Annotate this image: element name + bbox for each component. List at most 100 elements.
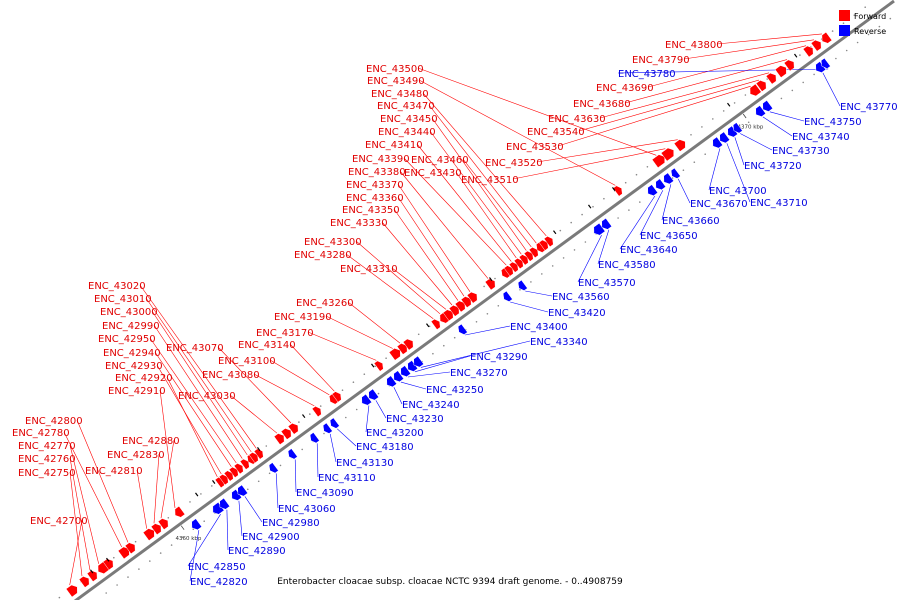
- forward-gene-label: ENC_42940: [103, 348, 161, 359]
- scale-dot: [581, 213, 583, 216]
- small-feature: [371, 363, 375, 368]
- scale-dot: [712, 118, 714, 120]
- forward-leader-line: [154, 351, 232, 467]
- forward-gene: [660, 147, 675, 162]
- forward-gene-label: ENC_42810: [85, 466, 143, 477]
- forward-gene-label: ENC_43140: [238, 340, 296, 351]
- forward-gene-label: ENC_43370: [346, 180, 404, 191]
- reverse-gene: [727, 125, 739, 138]
- forward-gene-label: ENC_43380: [348, 167, 406, 178]
- forward-gene-label: ENC_43460: [411, 155, 469, 166]
- reverse-gene-label: ENC_43400: [510, 322, 568, 333]
- scale-dot: [878, 25, 881, 28]
- reverse-leader-line: [525, 290, 553, 297]
- reverse-gene-label: ENC_43110: [318, 473, 376, 484]
- forward-gene-label: ENC_43260: [296, 298, 354, 309]
- scale-dot: [265, 445, 268, 447]
- forward-gene-label: ENC_43280: [294, 250, 352, 261]
- small-feature: [794, 53, 798, 58]
- reverse-leader-line: [400, 381, 427, 390]
- forward-gene-label: ENC_43360: [346, 193, 404, 204]
- reverse-gene-label: ENC_43670: [690, 199, 748, 210]
- forward-gene: [454, 300, 466, 313]
- reverse-gene: [719, 131, 731, 144]
- reverse-leader-line: [661, 184, 672, 221]
- reverse-leader-line: [393, 387, 403, 405]
- forward-leader-line: [136, 469, 147, 529]
- forward-gene-label: ENC_43800: [665, 40, 723, 51]
- scale-dot: [377, 392, 380, 395]
- forward-gene-label: ENC_43630: [548, 114, 606, 125]
- forward-gene: [442, 309, 454, 322]
- forward-leader-line: [229, 394, 278, 434]
- reverse-gene: [361, 393, 373, 406]
- reverse-leader-line: [187, 514, 221, 567]
- forward-gene-label: ENC_43510: [461, 175, 519, 186]
- reverse-gene: [593, 222, 606, 236]
- scale-dot: [181, 536, 184, 538]
- forward-leader-line: [76, 419, 129, 543]
- reverse-gene: [268, 462, 279, 474]
- scale-dot: [592, 205, 594, 208]
- forward-leader-line: [393, 208, 459, 301]
- reverse-leader-line: [762, 116, 793, 137]
- scale-dot: [483, 285, 485, 288]
- scale-dot: [867, 33, 870, 36]
- reverse-gene: [329, 417, 340, 429]
- forward-gene: [239, 458, 250, 470]
- scale-dot: [624, 181, 627, 184]
- reverse-gene: [457, 323, 468, 335]
- forward-leader-line: [325, 315, 393, 349]
- scale-dot: [374, 365, 377, 368]
- small-feature: [195, 492, 199, 497]
- forward-gene: [651, 154, 666, 169]
- forward-gene: [774, 65, 787, 78]
- reverse-leader-line: [275, 473, 279, 509]
- forward-gene-label: ENC_43100: [218, 356, 276, 367]
- scale-dot: [584, 241, 587, 243]
- reverse-gene-label: ENC_43570: [578, 278, 636, 289]
- reverse-leader-line: [639, 190, 664, 236]
- forward-gene: [311, 406, 322, 418]
- forward-leader-line: [417, 67, 657, 156]
- forward-gene-label: ENC_43440: [378, 127, 436, 138]
- reverse-gene-label: ENC_42890: [228, 546, 286, 557]
- forward-gene: [503, 265, 514, 277]
- scale-dot: [167, 517, 170, 519]
- legend-reverse-swatch: [839, 25, 850, 36]
- forward-leader-line: [63, 431, 122, 548]
- reverse-leader-line: [577, 234, 602, 283]
- scale-dot: [835, 57, 837, 60]
- reverse-leader-line: [375, 400, 387, 419]
- forward-leader-line: [69, 471, 83, 577]
- forward-gene: [65, 584, 78, 598]
- reverse-leader-line: [619, 195, 656, 250]
- gene-features: [65, 31, 833, 598]
- reverse-gene-label: ENC_43740: [792, 132, 850, 143]
- forward-gene-label: ENC_43500: [366, 64, 424, 75]
- reverse-leader-line: [465, 325, 511, 336]
- scale-dot: [116, 584, 118, 586]
- scale-dot: [189, 501, 191, 503]
- forward-gene: [396, 343, 408, 355]
- scale-dot: [58, 596, 61, 599]
- reverse-gene: [407, 360, 419, 372]
- legend: Forward Reverse: [839, 10, 886, 36]
- forward-leader-line: [578, 79, 760, 132]
- forward-leader-line: [397, 196, 465, 297]
- forward-gene: [448, 305, 460, 317]
- tick-mark: [180, 525, 185, 530]
- forward-leader-line: [381, 221, 453, 306]
- reverse-gene: [502, 290, 513, 302]
- forward-gene: [248, 452, 259, 464]
- reverse-leader-line: [420, 340, 531, 368]
- forward-gene: [253, 448, 264, 460]
- scale-dot: [551, 265, 554, 267]
- reverse-gene: [191, 518, 203, 531]
- scale-dot: [486, 313, 489, 315]
- reverse-gene-label: ENC_43660: [662, 216, 720, 227]
- reverse-gene-label: ENC_43700: [709, 186, 767, 197]
- reverse-gene: [400, 365, 412, 377]
- forward-gene: [124, 542, 136, 555]
- legend-forward-swatch: [839, 10, 850, 21]
